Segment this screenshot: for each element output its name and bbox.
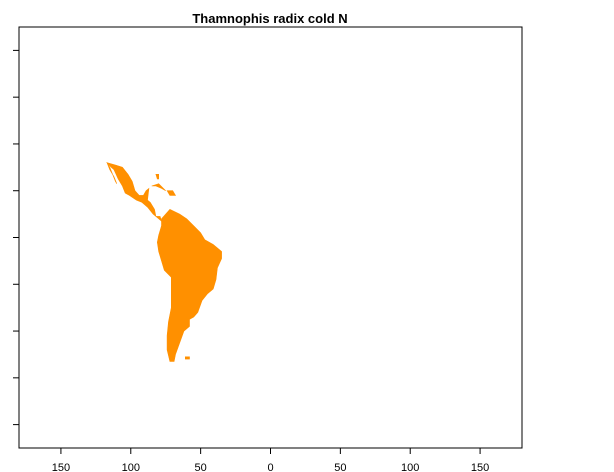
x-tick-label: 0 (267, 462, 273, 472)
plot-title: Thamnophis radix cold N (192, 11, 347, 26)
x-tick-label: 150 (471, 462, 489, 472)
x-tick-label: 100 (401, 462, 419, 472)
x-tick-label: 50 (195, 462, 207, 472)
x-axis: 150 100 50 0 50 100 150 (52, 448, 489, 472)
range-south-america (156, 209, 222, 362)
y-axis (13, 49, 19, 426)
x-tick-label: 50 (334, 462, 346, 472)
range-hispaniola (166, 190, 177, 196)
range-cuba (151, 183, 166, 191)
range-florida (155, 174, 159, 180)
species-range-layer (106, 162, 222, 362)
range-falklands (185, 356, 190, 360)
range-baja (106, 162, 118, 184)
range-mexico-mainland (106, 162, 163, 222)
plot-frame (18, 26, 523, 449)
x-tick-label: 100 (122, 462, 140, 472)
x-tick-label: 150 (52, 462, 70, 472)
